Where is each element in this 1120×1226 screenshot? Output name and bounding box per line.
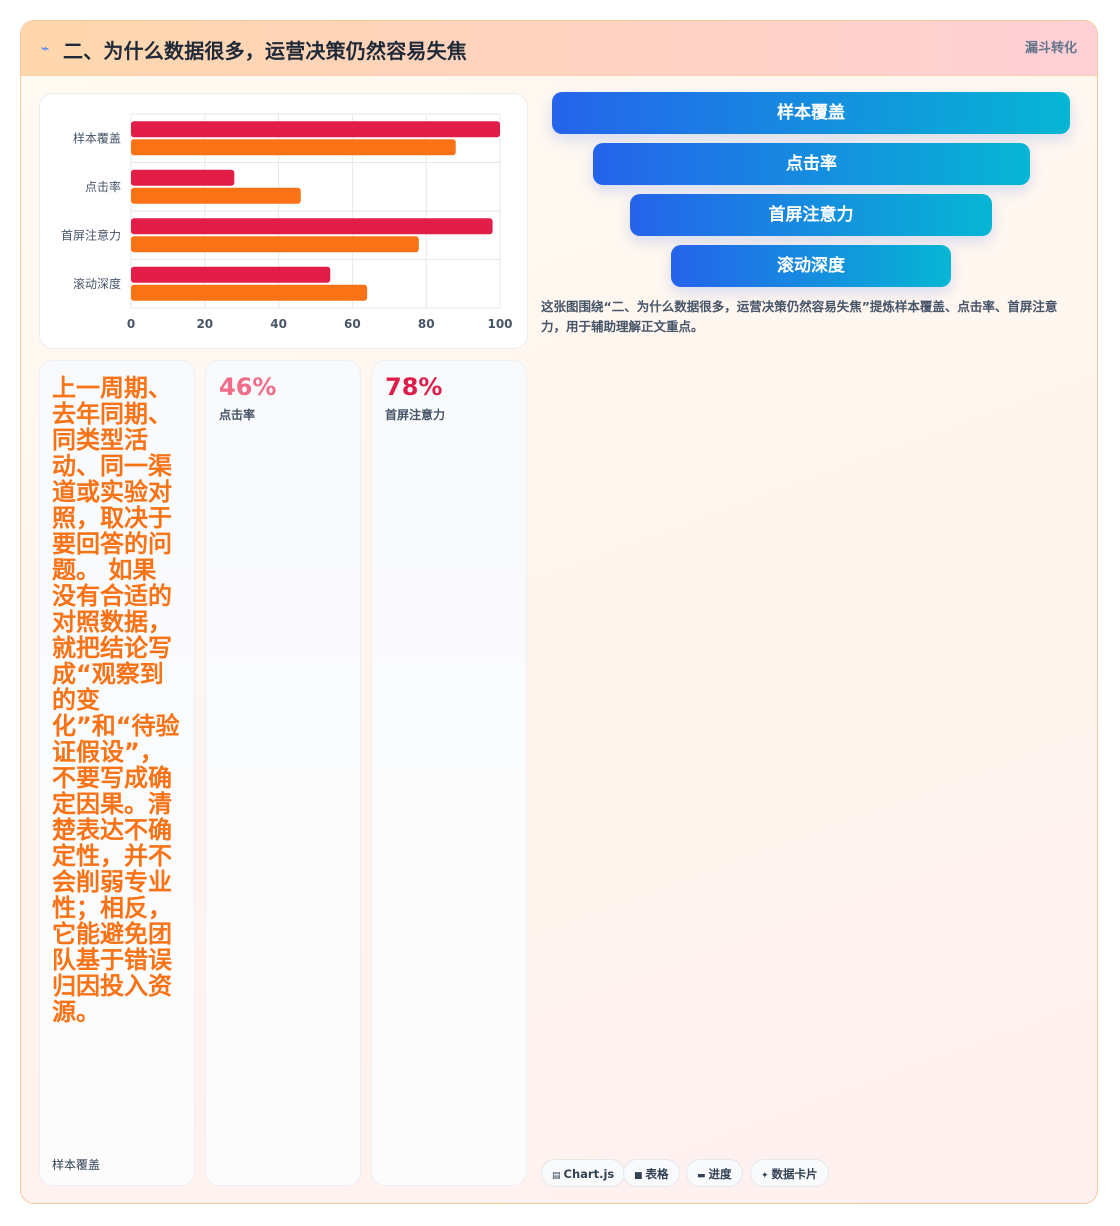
progress-icon: ▬	[697, 1171, 706, 1181]
chip-label: Chart.js	[563, 1167, 615, 1181]
bar	[131, 284, 368, 301]
x-tick-label: 100	[487, 317, 512, 331]
x-tick-label: 0	[127, 317, 135, 331]
bar	[131, 187, 301, 204]
card-body-text: 上一周期、去年同期、同类型活动、同一渠道或实验对照，取决于要回答的问题。 如果没…	[52, 374, 180, 1026]
chip-data-card[interactable]: ✦ 数据卡片	[750, 1159, 829, 1187]
section-title: 二、为什么数据很多，运营决策仍然容易失焦	[63, 39, 467, 63]
stat-value: 46%	[219, 373, 277, 401]
y-tick-label: 首屏注意力	[61, 227, 121, 242]
y-tick-label: 点击率	[85, 179, 121, 194]
bar	[131, 218, 493, 235]
chip-label: 数据卡片	[771, 1167, 818, 1181]
stat-value: 78%	[385, 373, 443, 401]
bar	[131, 236, 419, 253]
chip-progress[interactable]: ▬ 进度	[686, 1159, 743, 1187]
bar	[131, 266, 331, 283]
x-tick-label: 40	[270, 317, 287, 331]
chip-label: 进度	[708, 1167, 732, 1181]
bar	[131, 169, 235, 186]
funnel-step: 样本覆盖	[552, 92, 1070, 134]
x-tick-label: 60	[344, 317, 361, 331]
funnel-step: 首屏注意力	[630, 194, 992, 236]
sparkle-icon: ✦	[761, 1171, 769, 1181]
x-tick-label: 20	[196, 317, 213, 331]
funnel-step: 滚动深度	[671, 245, 951, 287]
chip-table[interactable]: ■ 表格	[623, 1159, 680, 1187]
bar	[131, 121, 500, 138]
section-header: ⌁ 二、为什么数据很多，运营决策仍然容易失焦 漏斗转化	[21, 21, 1097, 76]
y-tick-label: 滚动深度	[73, 276, 121, 291]
table-icon: ■	[634, 1171, 643, 1181]
stat-label: 首屏注意力	[385, 408, 446, 422]
lightning-icon: ⌁	[41, 41, 50, 57]
y-tick-label: 样本覆盖	[73, 130, 121, 145]
text-card: 上一周期、去年同期、同类型活动、同一渠道或实验对照，取决于要回答的问题。 如果没…	[39, 360, 195, 1186]
stat-card-attention: 78% 首屏注意力	[371, 360, 527, 1186]
x-tick-label: 80	[418, 317, 435, 331]
stat-card-ctr: 46% 点击率	[205, 360, 361, 1186]
chart-caption: 这张图围绕“二、为什么数据很多，运营决策仍然容易失焦”提炼样本覆盖、点击率、首屏…	[541, 299, 1058, 334]
bar-chart-card: 0 20 40 60 80 100 样本覆盖点击率首屏注意力滚动深度	[39, 93, 528, 349]
chart-type-badge: 漏斗转化	[1024, 41, 1077, 56]
funnel-step: 点击率	[593, 143, 1030, 185]
chip-label: 表格	[645, 1167, 669, 1181]
report-card: ⌁ 二、为什么数据很多，运营决策仍然容易失焦 漏斗转化 0 20 40 60 80 100…	[20, 20, 1098, 1204]
bar	[131, 139, 456, 156]
card-label: 样本覆盖	[52, 1158, 101, 1172]
chip-chartjs[interactable]: ▤ Chart.js	[541, 1159, 626, 1187]
stat-label: 点击率	[219, 408, 256, 422]
chart-icon: ▤	[552, 1171, 561, 1181]
